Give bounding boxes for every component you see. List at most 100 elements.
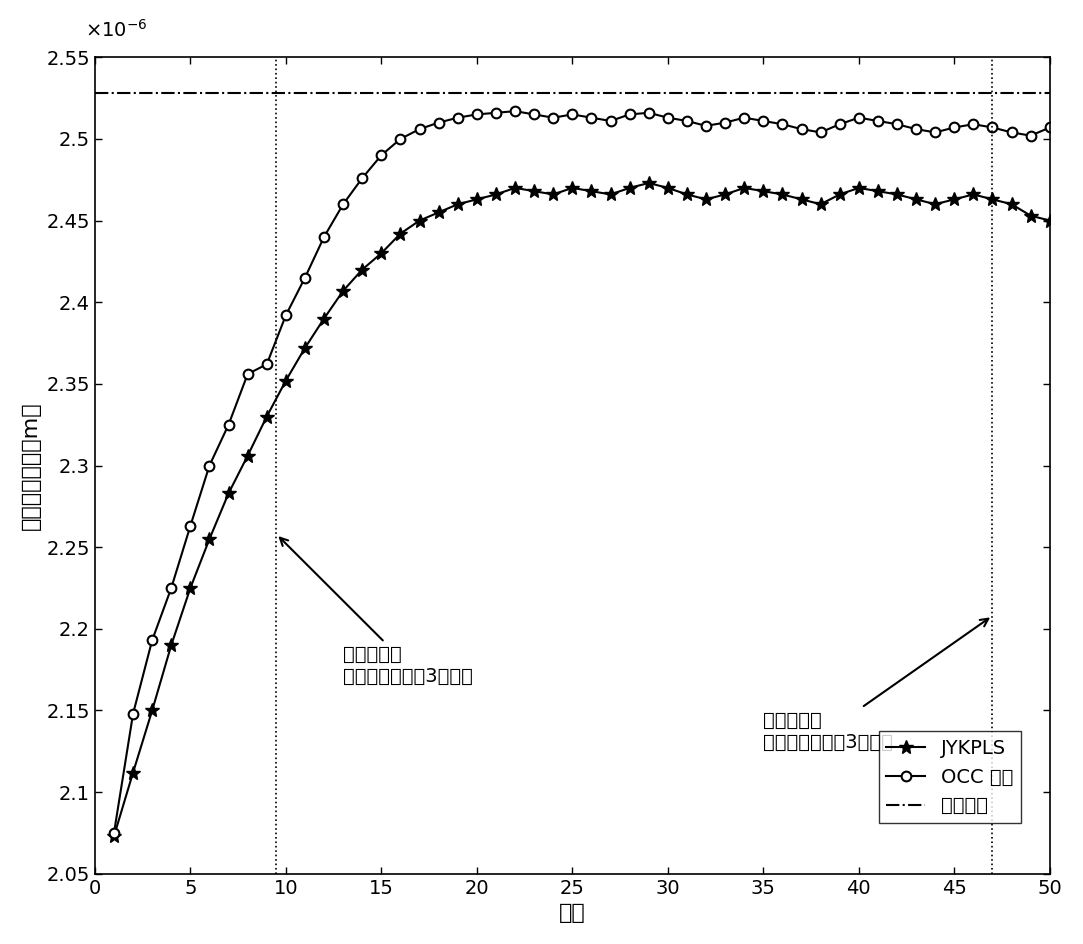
OCC 策略 [872,115,885,126]
JYKPLS [509,182,522,194]
OCC 策略 [757,115,770,126]
OCC 策略 [355,173,368,184]
OCC 策略 [260,359,273,370]
JYKPLS [642,177,655,189]
OCC 策略 [662,112,675,124]
Y-axis label: 平均粒度大小（m）: 平均粒度大小（m） [21,401,41,530]
JYKPLS [700,194,713,205]
JYKPLS [565,182,578,194]
Line: JYKPLS: JYKPLS [107,177,1057,843]
JYKPLS [299,343,312,354]
JYKPLS [852,182,865,194]
JYKPLS [814,198,827,210]
JYKPLS [527,186,540,197]
JYKPLS [1005,198,1018,210]
OCC 策略 [413,124,426,135]
JYKPLS [890,189,903,200]
Line: OCC 策略: OCC 策略 [109,107,1055,837]
OCC 策略 [585,112,598,124]
JYKPLS [260,411,273,422]
OCC 策略 [986,122,999,133]
OCC 策略 [642,107,655,118]
JYKPLS [662,182,675,194]
OCC 策略 [203,460,216,471]
JYKPLS [375,247,388,259]
OCC 策略 [452,112,465,124]
OCC 策略 [184,520,197,531]
OCC 策略 [317,231,330,243]
OCC 策略 [1005,126,1018,138]
JYKPLS [242,450,255,462]
OCC 策略 [775,119,788,130]
JYKPLS [948,194,961,205]
JYKPLS [279,375,292,386]
OCC 策略 [127,708,140,719]
JYKPLS [165,639,178,650]
JYKPLS [317,312,330,324]
OCC 策略 [242,368,255,379]
JYKPLS [184,582,197,594]
OCC 策略 [299,272,312,283]
OCC 策略 [527,109,540,120]
JYKPLS [452,198,465,210]
OCC 策略 [107,827,120,838]
OCC 策略 [623,109,636,120]
JYKPLS [986,194,999,205]
OCC 策略 [833,119,846,130]
OCC 策略 [432,117,445,128]
JYKPLS [107,831,120,842]
JYKPLS [355,264,368,276]
JYKPLS [795,194,808,205]
JYKPLS [146,705,159,716]
OCC 策略 [948,122,961,133]
JYKPLS [585,186,598,197]
OCC 策略 [146,634,159,646]
OCC 策略 [700,120,713,131]
JYKPLS [1025,210,1038,221]
OCC 策略 [719,117,732,128]
JYKPLS [833,189,846,200]
OCC 策略 [738,112,751,124]
JYKPLS [757,186,770,197]
Text: $\times10^{-6}$: $\times10^{-6}$ [86,19,148,41]
JYKPLS [413,215,426,227]
OCC 策略 [967,119,980,130]
遗传算法 [107,88,120,99]
OCC 策略 [490,107,503,118]
JYKPLS [775,189,788,200]
JYKPLS [547,189,560,200]
OCC 策略 [337,198,350,210]
OCC 策略 [222,419,235,430]
JYKPLS [1043,215,1056,227]
OCC 策略 [680,115,693,126]
JYKPLS [910,194,923,205]
OCC 策略 [470,109,483,120]
OCC 策略 [565,109,578,120]
OCC 策略 [394,133,407,144]
JYKPLS [470,194,483,205]
JYKPLS [222,488,235,499]
JYKPLS [394,228,407,239]
OCC 策略 [910,124,923,135]
OCC 策略 [279,310,292,321]
JYKPLS [490,189,503,200]
Text: 降落在第二
置信区间的连续3次错误: 降落在第二 置信区间的连续3次错误 [764,618,989,751]
JYKPLS [929,198,942,210]
JYKPLS [738,182,751,194]
OCC 策略 [929,126,942,138]
JYKPLS [604,189,617,200]
JYKPLS [127,767,140,778]
JYKPLS [680,189,693,200]
JYKPLS [623,182,636,194]
OCC 策略 [852,112,865,124]
OCC 策略 [547,112,560,124]
OCC 策略 [1043,122,1056,133]
OCC 策略 [1025,130,1038,142]
Text: 降落在第一
置信区间的连续3次错误: 降落在第一 置信区间的连续3次错误 [279,538,473,686]
JYKPLS [432,207,445,218]
遗传算法 [89,88,102,99]
OCC 策略 [814,126,827,138]
OCC 策略 [375,149,388,160]
JYKPLS [203,533,216,545]
OCC 策略 [165,582,178,594]
